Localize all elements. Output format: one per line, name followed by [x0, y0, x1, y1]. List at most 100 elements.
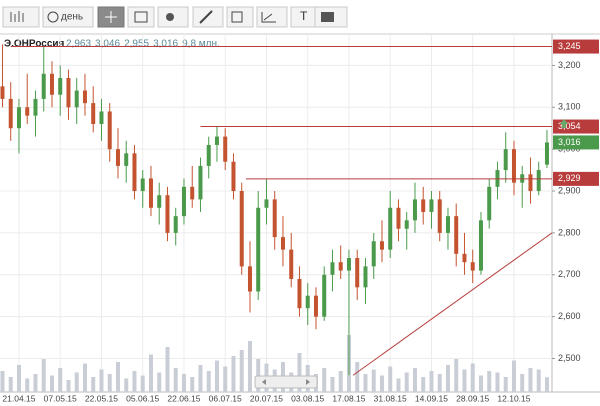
candle-body — [165, 195, 170, 233]
volume-bar — [338, 371, 343, 392]
btn-line[interactable] — [192, 6, 224, 28]
volume-bar — [231, 356, 236, 392]
text-tool-label: T — [300, 9, 308, 23]
candle-body — [140, 178, 145, 192]
volume-bar — [16, 365, 21, 392]
candle-body — [239, 191, 244, 267]
candle-body — [429, 199, 434, 212]
icon — [261, 12, 276, 23]
btn-period[interactable] — [42, 6, 94, 28]
candle-body — [511, 149, 516, 183]
candles — [0, 44, 549, 376]
candle-body — [379, 241, 384, 250]
volume-bar — [297, 353, 302, 392]
candle-body — [445, 216, 450, 233]
volume-bar — [503, 377, 508, 392]
level-label-box — [553, 39, 599, 54]
candle-body — [49, 73, 54, 95]
volume-bar — [462, 369, 467, 392]
candle-body — [91, 103, 96, 125]
volume-bar — [74, 372, 79, 392]
level-label: 2,929 — [558, 173, 581, 183]
candle-body — [470, 262, 475, 271]
candle-body — [330, 262, 335, 275]
candle-body — [462, 253, 467, 263]
volume-bar — [58, 368, 63, 392]
x-tick-label: 20.07.15 — [250, 393, 283, 403]
volume-bar — [470, 363, 475, 392]
candle-body — [264, 199, 269, 208]
volume-bar — [107, 374, 112, 392]
candle-body — [148, 178, 153, 208]
drawings — [10, 46, 553, 376]
candle-body — [99, 111, 104, 125]
btn-volume[interactable] — [127, 6, 155, 28]
icon — [231, 11, 243, 23]
y-tick-label: 2,700 — [558, 269, 581, 279]
candle-body — [280, 237, 285, 250]
x-tick-label: 21.04.15 — [2, 393, 35, 403]
candle-body — [58, 77, 63, 95]
y-tick-label: 3,100 — [558, 102, 581, 112]
axis: 2,5002,6002,7002,8002,9003,0003,1003,200… — [2, 39, 599, 403]
candle-body — [206, 144, 211, 166]
level-label: 3,245 — [558, 41, 581, 51]
scrollbar[interactable] — [254, 375, 318, 389]
volume-bar — [198, 365, 203, 392]
volume-bar — [115, 362, 120, 392]
candle-body — [173, 216, 178, 233]
info-value: 3,016 — [153, 39, 178, 50]
volume-bar — [82, 363, 87, 392]
last-price-box — [553, 135, 599, 150]
volume-bar — [429, 371, 434, 392]
level-label: 3,054 — [558, 121, 581, 131]
volume-bar — [330, 377, 335, 392]
volume-bar — [371, 369, 376, 392]
x-tick-label: 05.06.15 — [126, 393, 159, 403]
candle-body — [107, 111, 112, 150]
volume-bar — [363, 374, 368, 392]
volume-bar — [49, 375, 54, 392]
period-label: день — [61, 12, 83, 23]
candle-body — [404, 220, 409, 229]
volume-bar — [379, 375, 384, 392]
candle-body — [33, 98, 38, 116]
candle-body — [437, 199, 442, 233]
x-tick-label: 31.08.15 — [374, 393, 407, 403]
last-price-label: 3,016 — [558, 137, 581, 147]
candle-body — [346, 258, 351, 271]
x-tick-label: 22.05.15 — [85, 393, 118, 403]
candle-body — [313, 295, 318, 317]
toolbar: день T — [2, 6, 348, 28]
x-tick-label: 12.10.15 — [497, 393, 530, 403]
candle-body — [74, 90, 79, 108]
icon — [166, 13, 174, 21]
icon — [134, 11, 148, 23]
candle-body — [214, 136, 219, 145]
candle-body — [132, 153, 137, 192]
candle-body — [256, 207, 261, 292]
info-value: 2,955 — [124, 39, 149, 50]
volume-bar — [404, 372, 409, 392]
volume-bar — [478, 375, 483, 392]
volume-bar — [487, 371, 492, 392]
volume-bar — [25, 378, 30, 392]
candle-body — [115, 149, 120, 166]
candle-body — [16, 107, 21, 129]
btn-shape[interactable] — [226, 6, 254, 28]
chart-title: Э.ОНРоссия — [4, 39, 65, 50]
btn-chart-type[interactable] — [2, 6, 40, 28]
arrow-icon[interactable] — [560, 119, 568, 128]
candle-body — [536, 170, 541, 192]
volume-bar — [454, 359, 459, 392]
x-tick-label: 28.09.15 — [456, 393, 489, 403]
volume-bar — [66, 380, 71, 392]
volume-bar — [157, 372, 162, 392]
volume-bar — [223, 366, 228, 392]
icon — [321, 12, 334, 22]
volume-bar — [148, 354, 153, 392]
volume-bar — [396, 378, 401, 392]
x-tick-label: 22.06.15 — [167, 393, 200, 403]
info-value: 2,963 — [66, 39, 91, 50]
